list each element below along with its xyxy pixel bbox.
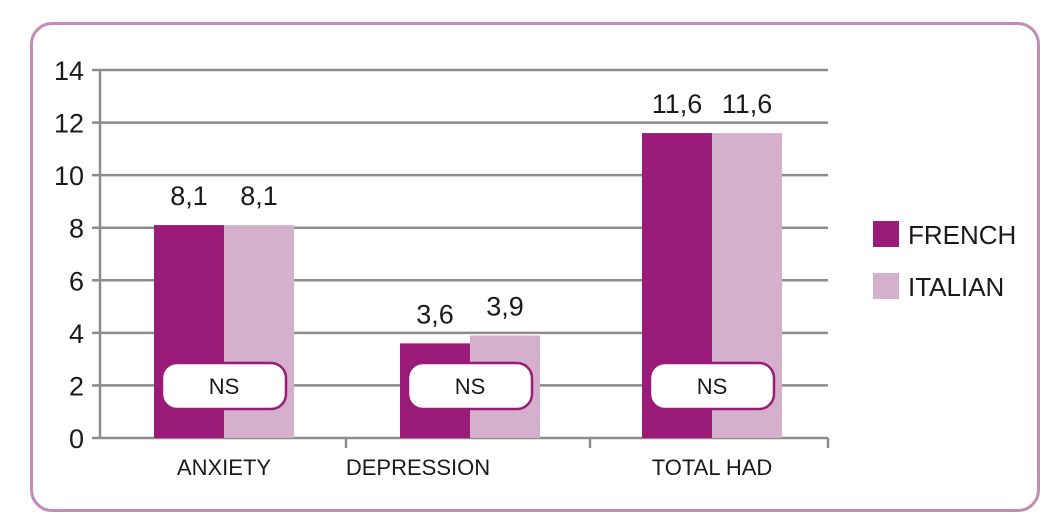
legend-label-italian: ITALIAN (908, 272, 1004, 302)
y-tick-label: 0 (69, 424, 84, 454)
legend-swatch-italian (873, 273, 899, 299)
x-category-label: TOTAL HAD (652, 455, 773, 480)
y-tick-label: 14 (54, 56, 84, 86)
data-label: 8,1 (240, 181, 278, 211)
y-tick-label: 2 (69, 371, 84, 401)
legend-label-french: FRENCH (908, 220, 1016, 250)
y-tick-label: 6 (69, 266, 84, 296)
x-category-label: ANXIETY (177, 455, 271, 480)
y-tick-label: 4 (69, 319, 84, 349)
y-tick-label: 10 (54, 161, 84, 191)
data-label: 3,9 (486, 291, 524, 321)
x-category-label: DEPRESSION (346, 455, 490, 480)
data-label: 11,6 (722, 89, 773, 119)
ns-badge-label: NS (455, 374, 486, 399)
data-label: 8,1 (170, 181, 208, 211)
ns-badge (406, 361, 534, 411)
data-label: 11,6 (652, 89, 703, 119)
ns-badge-label: NS (209, 374, 240, 399)
data-label: 3,6 (416, 299, 454, 329)
ns-badge-label: NS (697, 374, 728, 399)
legend-swatch-french (873, 221, 899, 247)
y-tick-label: 8 (69, 214, 84, 244)
ns-badge (160, 361, 288, 411)
ns-badge (648, 361, 776, 411)
y-tick-label: 12 (54, 109, 84, 139)
